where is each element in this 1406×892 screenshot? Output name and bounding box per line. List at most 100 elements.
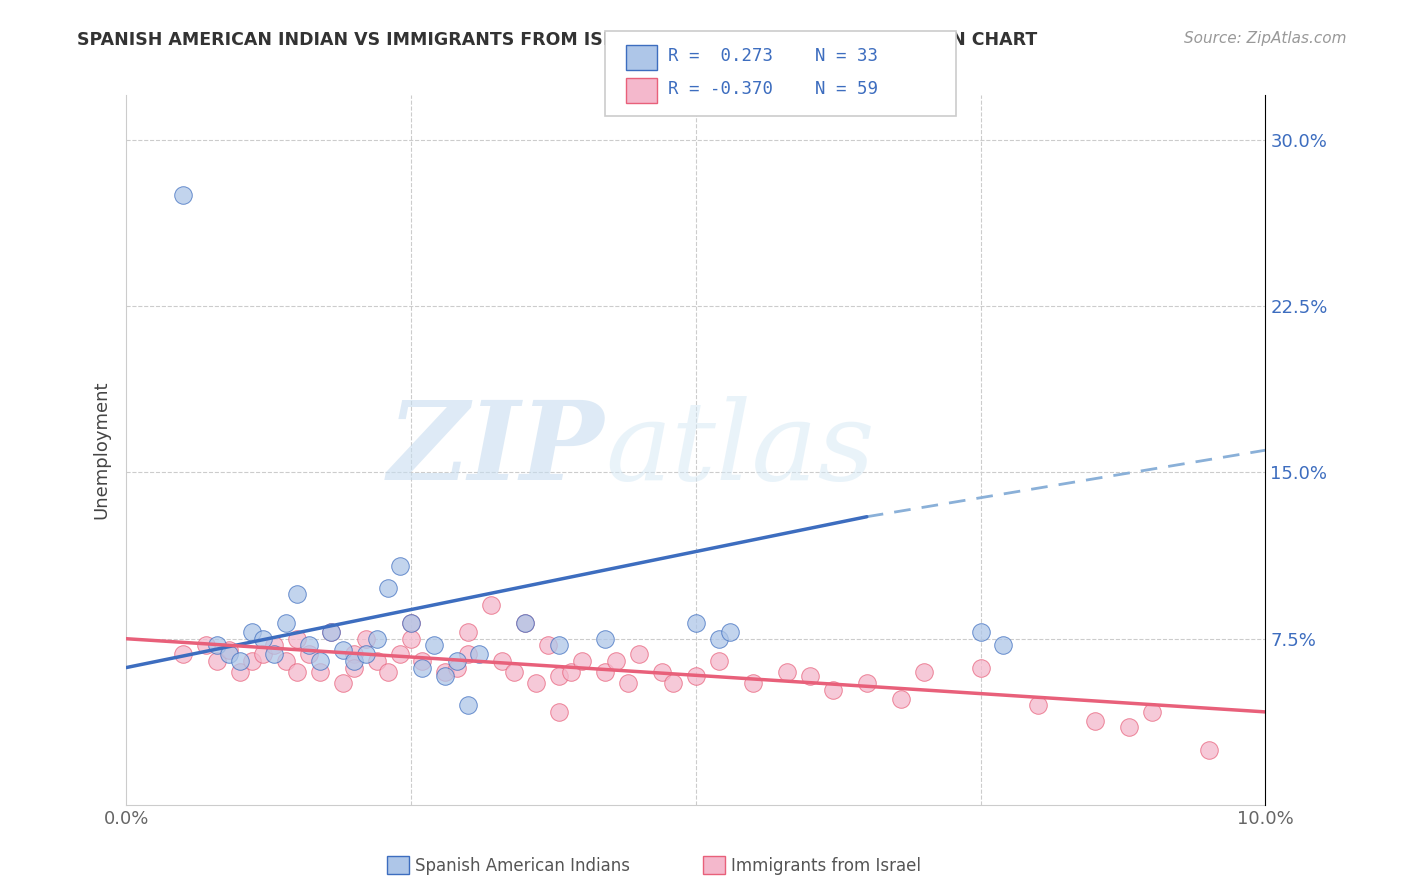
Point xyxy=(399,616,422,631)
Text: Source: ZipAtlas.com: Source: ZipAtlas.com xyxy=(1184,31,1347,46)
Point xyxy=(890,691,912,706)
Point xyxy=(343,647,366,661)
Point xyxy=(172,188,194,202)
Point xyxy=(718,625,741,640)
Point xyxy=(218,642,240,657)
Point xyxy=(263,647,285,661)
Point xyxy=(399,632,422,646)
Point xyxy=(321,625,343,640)
Point xyxy=(252,632,274,646)
Point xyxy=(548,705,571,719)
Point xyxy=(1084,714,1107,728)
Y-axis label: Unemployment: Unemployment xyxy=(93,381,110,519)
Point xyxy=(741,676,763,690)
Point xyxy=(366,632,388,646)
Point xyxy=(457,625,479,640)
Point xyxy=(332,676,354,690)
Point xyxy=(285,665,308,679)
Point xyxy=(388,647,411,661)
Point xyxy=(912,665,935,679)
Point xyxy=(274,654,297,668)
Point xyxy=(571,654,593,668)
Point xyxy=(468,647,491,661)
Text: Spanish American Indians: Spanish American Indians xyxy=(415,857,630,875)
Point xyxy=(993,639,1015,653)
Point xyxy=(366,654,388,668)
Point xyxy=(1118,721,1140,735)
Point xyxy=(593,632,616,646)
Point xyxy=(593,665,616,679)
Point xyxy=(548,669,571,683)
Point xyxy=(354,632,377,646)
Point xyxy=(411,654,433,668)
Point xyxy=(1198,742,1220,756)
Point xyxy=(434,665,457,679)
Point xyxy=(662,676,685,690)
Point xyxy=(457,647,479,661)
Point xyxy=(1140,705,1163,719)
Point xyxy=(707,654,730,668)
Point xyxy=(423,639,446,653)
Point xyxy=(651,665,673,679)
Point xyxy=(707,632,730,646)
Point xyxy=(502,665,524,679)
Point xyxy=(537,639,560,653)
Point xyxy=(321,625,343,640)
Text: R = -0.370    N = 59: R = -0.370 N = 59 xyxy=(668,80,877,98)
Point xyxy=(207,639,229,653)
Point xyxy=(309,665,332,679)
Point xyxy=(526,676,548,690)
Point xyxy=(240,654,263,668)
Point xyxy=(377,665,399,679)
Point xyxy=(388,558,411,573)
Point xyxy=(513,616,536,631)
Point xyxy=(855,676,877,690)
Point xyxy=(354,647,377,661)
Point xyxy=(685,669,707,683)
Point xyxy=(332,642,354,657)
Point xyxy=(776,665,799,679)
Point xyxy=(434,669,457,683)
Point xyxy=(479,599,502,613)
Point xyxy=(605,654,627,668)
Point xyxy=(172,647,194,661)
Point xyxy=(548,639,571,653)
Point xyxy=(399,616,422,631)
Point xyxy=(285,587,308,601)
Point xyxy=(309,654,332,668)
Point xyxy=(446,654,468,668)
Point xyxy=(685,616,707,631)
Point xyxy=(411,660,433,674)
Point xyxy=(457,698,479,713)
Point xyxy=(274,616,297,631)
Text: atlas: atlas xyxy=(605,396,875,504)
Point xyxy=(207,654,229,668)
Point xyxy=(970,660,993,674)
Point xyxy=(195,639,218,653)
Point xyxy=(285,632,308,646)
Text: ZIP: ZIP xyxy=(388,396,605,504)
Point xyxy=(616,676,638,690)
Point xyxy=(446,660,468,674)
Point xyxy=(343,654,366,668)
Point xyxy=(821,682,844,697)
Point xyxy=(229,654,252,668)
Point xyxy=(252,647,274,661)
Text: SPANISH AMERICAN INDIAN VS IMMIGRANTS FROM ISRAEL UNEMPLOYMENT CORRELATION CHART: SPANISH AMERICAN INDIAN VS IMMIGRANTS FR… xyxy=(77,31,1038,49)
Point xyxy=(240,625,263,640)
Point xyxy=(491,654,513,668)
Point xyxy=(229,665,252,679)
Point xyxy=(377,581,399,595)
Point xyxy=(799,669,821,683)
Text: R =  0.273    N = 33: R = 0.273 N = 33 xyxy=(668,47,877,65)
Point xyxy=(218,647,240,661)
Text: Immigrants from Israel: Immigrants from Israel xyxy=(731,857,921,875)
Point xyxy=(560,665,582,679)
Point xyxy=(343,660,366,674)
Point xyxy=(513,616,536,631)
Point xyxy=(970,625,993,640)
Point xyxy=(1026,698,1049,713)
Point xyxy=(297,647,319,661)
Point xyxy=(263,639,285,653)
Point xyxy=(627,647,650,661)
